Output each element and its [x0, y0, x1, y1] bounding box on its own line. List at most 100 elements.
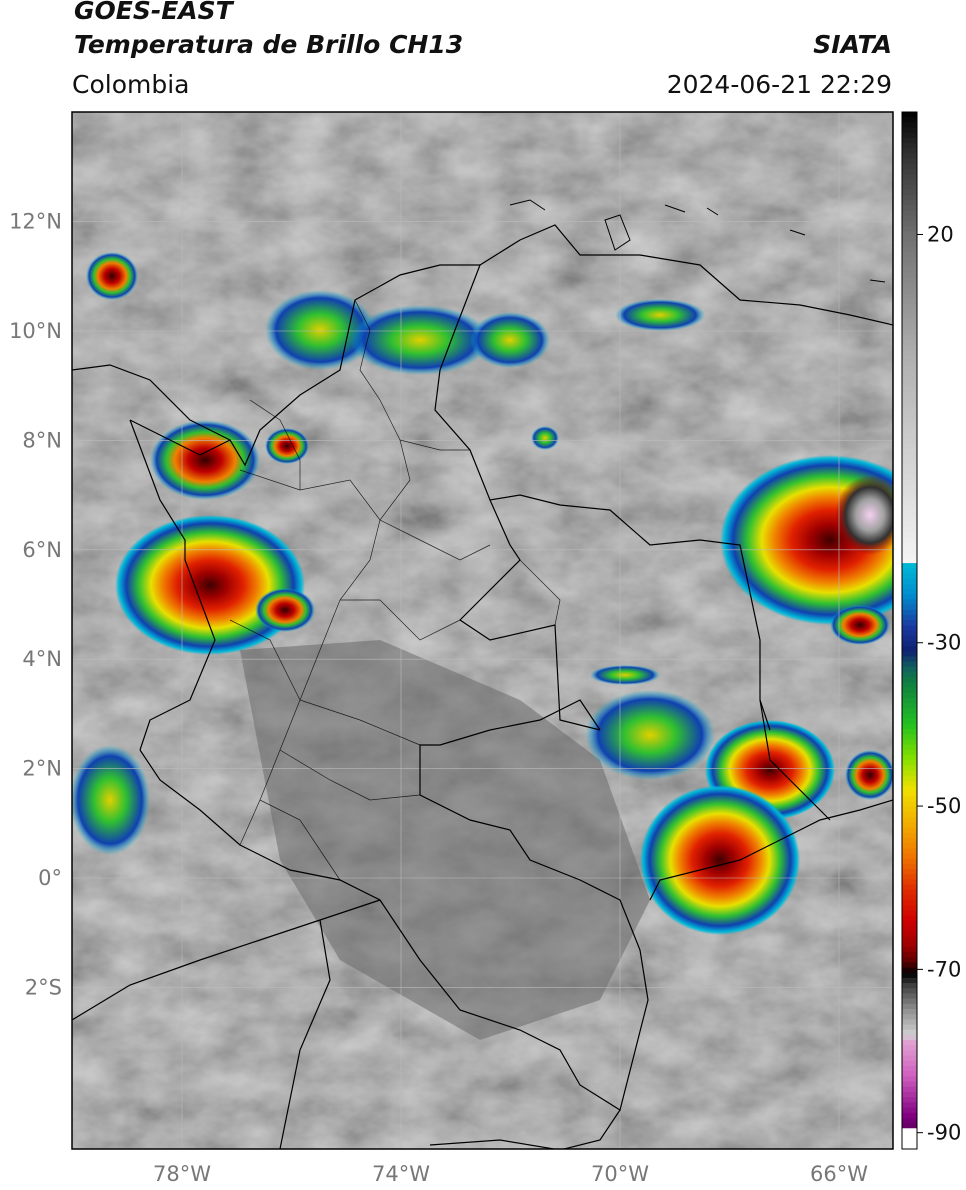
colorbar-strip	[902, 391, 917, 398]
colorbar-tick-label: -30	[927, 631, 961, 655]
colorbar-strip	[902, 179, 917, 186]
colorbar-strip	[902, 837, 917, 844]
colorbar-strip	[902, 646, 917, 652]
colorbar-strip	[902, 443, 917, 450]
colorbar-strip	[902, 288, 917, 295]
product-title: Temperatura de Brillo CH13	[74, 30, 464, 59]
colorbar-strip	[902, 169, 917, 175]
colorbar-strip	[902, 915, 917, 922]
colorbar-strip	[902, 946, 917, 953]
colorbar-strip	[902, 656, 917, 663]
colorbar-strip	[902, 516, 917, 523]
colorbar-strip	[902, 506, 917, 512]
colorbar-strip	[902, 967, 917, 974]
colorbar-strip	[902, 972, 917, 979]
colorbar-strip	[902, 1123, 917, 1129]
colorbar-strip	[902, 355, 917, 362]
colorbar-strip	[902, 495, 917, 502]
colorbar-strip	[902, 194, 917, 201]
colorbar-strip	[902, 1034, 917, 1041]
colorbar-strip	[902, 941, 917, 948]
lat-tick-label: 2°N	[22, 757, 62, 781]
colorbar: 20 -30 -50 -70 -90	[901, 111, 961, 1150]
colorbar-strip	[902, 863, 917, 870]
convective-cells	[72, 252, 893, 935]
colorbar-strip	[902, 1128, 917, 1135]
islands	[509, 199, 886, 283]
colorbar-strip	[902, 112, 917, 118]
colorbar-strip	[902, 272, 917, 279]
colorbar-strip	[902, 137, 917, 144]
colorbar-strip	[902, 511, 917, 518]
colorbar-strip	[902, 412, 917, 419]
lon-tick-label: 74°W	[372, 1162, 430, 1186]
colorbar-tick-label: -90	[927, 1121, 961, 1145]
colorbar-strip	[902, 573, 917, 580]
colorbar-strip	[902, 407, 917, 414]
colorbar-strip	[902, 931, 917, 938]
colorbar-strip	[902, 1029, 917, 1036]
colorbar-strip	[902, 246, 917, 253]
colorbar-strip	[902, 1060, 917, 1067]
colorbar-strip	[902, 993, 917, 1000]
lat-tick-label: 8°N	[22, 428, 62, 452]
colorbar-strip	[902, 251, 917, 258]
colorbar-strip	[902, 962, 917, 969]
colorbar-strip	[902, 241, 917, 248]
colorbar-strip	[902, 988, 917, 995]
colorbar-strip	[902, 449, 917, 455]
colorbar-strip	[902, 744, 917, 751]
colorbar-strip	[902, 713, 917, 720]
colorbar-strip	[902, 734, 917, 740]
colorbar-strip	[902, 1009, 917, 1015]
colorbar-strip	[902, 423, 917, 429]
colorbar-strip	[902, 609, 917, 616]
colorbar-strip	[902, 692, 917, 699]
lon-tick-label: 66°W	[810, 1162, 868, 1186]
colorbar-strip	[902, 625, 917, 632]
colorbar-strip	[902, 869, 917, 875]
colorbar-strip	[902, 469, 917, 476]
colorbar-strip	[902, 697, 917, 704]
colorbar-strip	[902, 428, 917, 435]
colorbar-strip	[902, 231, 917, 238]
colorbar-strip	[902, 1112, 917, 1119]
colorbar-strip	[902, 557, 917, 564]
colorbar-strip	[902, 957, 917, 963]
colorbar-strip	[902, 220, 917, 227]
colorbar-strip	[902, 1076, 917, 1083]
colorbar-strip	[902, 433, 917, 440]
colorbar-strip	[902, 210, 917, 217]
colorbar-strip	[902, 376, 917, 383]
datetime-label: 2024-06-21 22:29	[666, 70, 892, 99]
colorbar-strip	[902, 1086, 917, 1093]
colorbar-strip	[902, 1014, 917, 1020]
colorbar-strip	[902, 319, 917, 326]
colorbar-strip	[902, 718, 917, 725]
colorbar-strip	[902, 303, 917, 310]
colorbar-strip	[902, 1143, 917, 1150]
colorbar-strip	[902, 920, 917, 927]
colorbar-strip	[902, 350, 917, 357]
colorbar-strip	[902, 459, 917, 466]
colorbar-strip	[902, 594, 917, 600]
colorbar-strip	[902, 324, 917, 331]
colorbar-strip	[902, 791, 917, 798]
colorbar-strip	[902, 563, 917, 569]
colorbar-strip	[902, 780, 917, 787]
colorbar-strip	[902, 1133, 917, 1140]
colorbar-strip	[902, 879, 917, 886]
colorbar-strip	[902, 417, 917, 424]
colorbar-strip	[902, 490, 917, 497]
colorbar-strip	[902, 1066, 917, 1072]
land-shading	[240, 640, 650, 1040]
colorbar-strip	[902, 796, 917, 803]
colorbar-strip	[902, 703, 917, 709]
colorbar-strip	[902, 874, 917, 880]
colorbar-strip	[902, 910, 917, 917]
colorbar-strip	[902, 620, 917, 626]
colorbar-strip	[902, 614, 917, 621]
colorbar-strip	[902, 236, 917, 243]
colorbar-strip	[902, 801, 917, 808]
